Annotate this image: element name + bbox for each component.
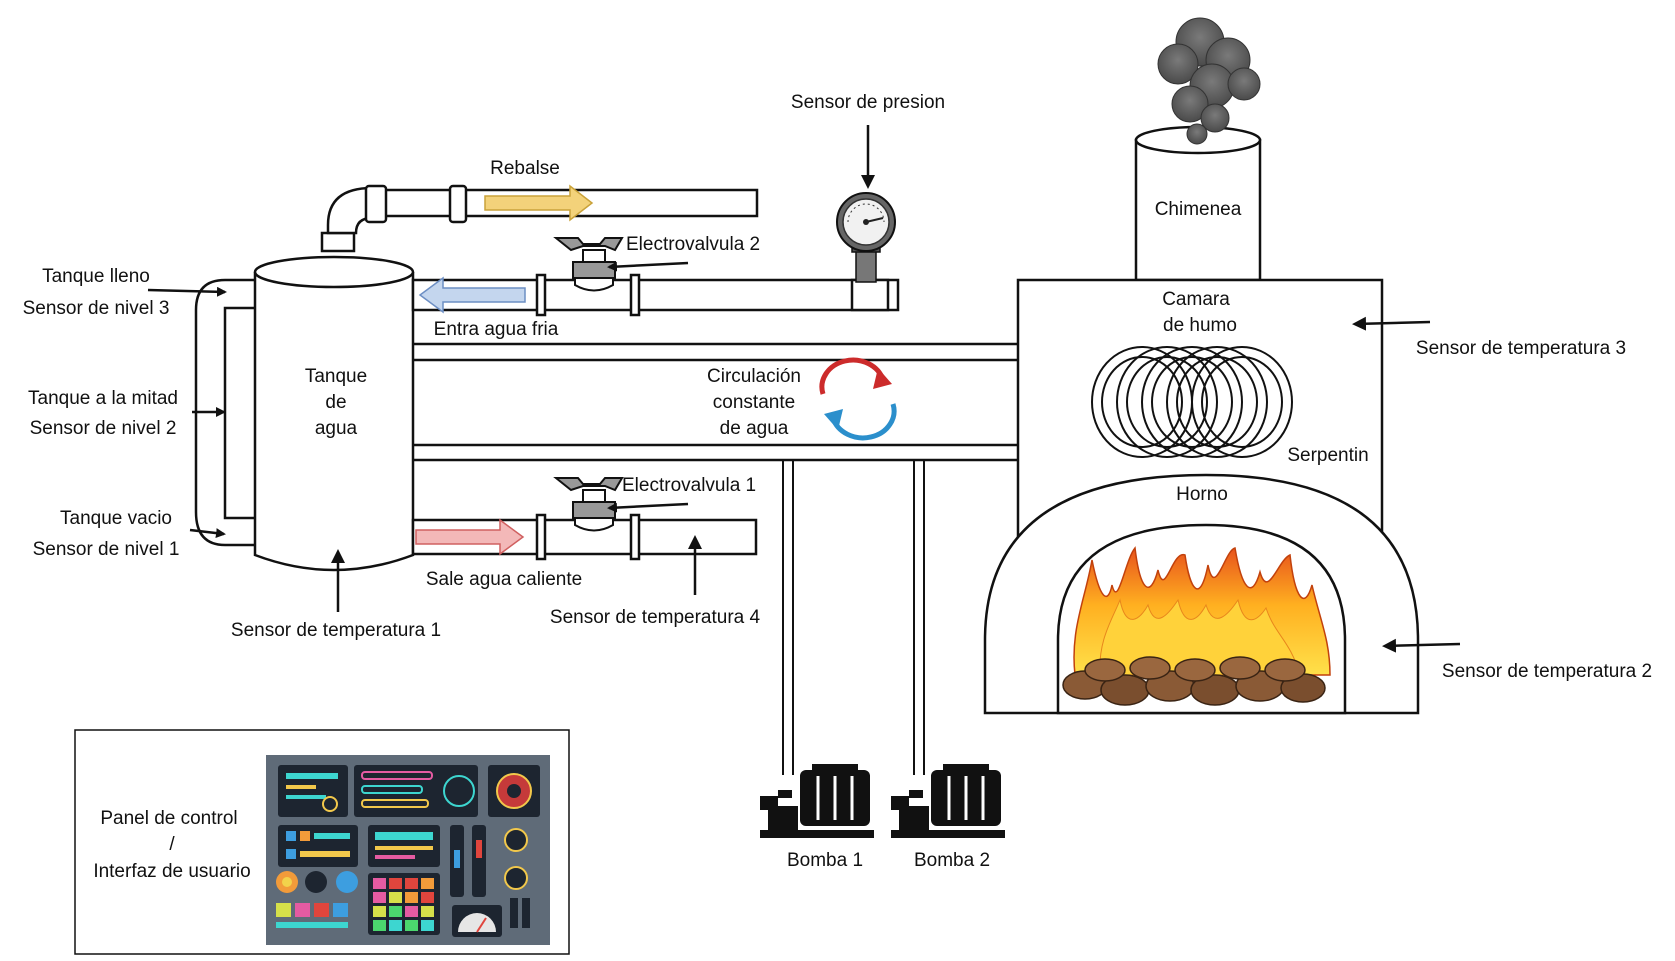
level-sensor-3-label: Sensor de nivel 3 <box>23 298 170 319</box>
pump-2-icon <box>891 764 1005 838</box>
rebalse-arrow <box>484 184 594 222</box>
cold-water-label: Entra agua fria <box>434 319 559 340</box>
temp-sensor-2-label: Sensor de temperatura 2 <box>1442 661 1652 682</box>
circulation-pipes <box>413 342 1120 462</box>
cold-water-arrow <box>418 276 526 314</box>
pump-lines <box>782 460 925 775</box>
temp-sensor-3-label: Sensor de temperatura 3 <box>1416 338 1626 359</box>
tank-label-line3: agua <box>315 418 358 439</box>
water-tank <box>253 255 415 572</box>
control-panel-label-line2: / <box>169 834 175 855</box>
fire-icon <box>1073 546 1331 676</box>
oven-label: Horno <box>1176 484 1228 505</box>
temp-sensor-2-arrow <box>1382 638 1461 653</box>
tank-label-line2: de <box>325 392 346 413</box>
level-sensor-3-arrow <box>147 286 227 297</box>
smoke-chamber-label-line2: de humo <box>1163 315 1237 336</box>
electrovalve-2-label: Electrovalvula 2 <box>626 234 760 255</box>
pump-1-icon <box>760 764 874 838</box>
electrovalve-1 <box>553 477 624 532</box>
pressure-gauge <box>836 192 896 283</box>
serpentine-coil <box>1091 346 1293 458</box>
rebalse-label: Rebalse <box>490 158 560 179</box>
hot-water-label: Sale agua caliente <box>426 569 582 590</box>
circulation-label-line3: de agua <box>720 418 789 439</box>
pressure-sensor-label: Sensor de presion <box>791 92 945 113</box>
tank-full-label: Tanque lleno <box>42 266 150 287</box>
tank-label-line1: Tanque <box>305 366 367 387</box>
pump-1-label: Bomba 1 <box>787 850 863 871</box>
temp-sensor-1-label: Sensor de temperatura 1 <box>231 620 441 641</box>
serpentine-label: Serpentin <box>1287 445 1368 466</box>
hot-water-arrow <box>415 518 525 556</box>
chimney-label: Chimenea <box>1155 199 1242 220</box>
circulation-label-line1: Circulación <box>707 366 801 387</box>
smoke-cloud <box>1157 17 1261 145</box>
chimney <box>1134 125 1262 282</box>
electrovalve-1-arrow <box>607 502 689 513</box>
control-panel-label-line1: Panel de control <box>100 808 237 829</box>
level-sensor-1-label: Sensor de nivel 1 <box>33 539 180 560</box>
pump-2-label: Bomba 2 <box>914 850 990 871</box>
electrovalve-2-arrow <box>607 261 689 272</box>
level-sensor-1-arrow <box>189 528 226 539</box>
electrovalve-1-label: Electrovalvula 1 <box>622 475 756 496</box>
tank-half-label: Tanque a la mitad <box>28 388 178 409</box>
circulation-label-line2: constante <box>713 392 795 413</box>
smoke-chamber-label-line1: Camara <box>1162 289 1230 310</box>
tank-empty-label: Tanque vacio <box>60 508 172 529</box>
temp-sensor-3-arrow <box>1352 316 1431 331</box>
firewood-logs <box>1062 656 1326 706</box>
level-sensor-2-label: Sensor de nivel 2 <box>30 418 177 439</box>
circulation-cycle-icon <box>819 357 897 441</box>
control-panel-label-line3: Interfaz de usuario <box>93 861 250 882</box>
control-panel-illustration <box>266 755 550 945</box>
temp-sensor-4-label: Sensor de temperatura 4 <box>550 607 761 628</box>
electrovalve-2 <box>553 237 624 292</box>
